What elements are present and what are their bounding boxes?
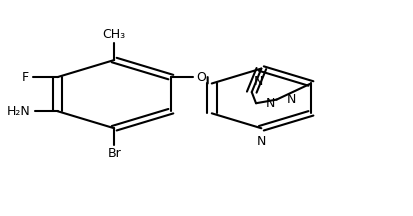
Text: O: O (196, 71, 206, 84)
Text: N: N (256, 135, 266, 148)
Text: CH₃: CH₃ (102, 28, 126, 41)
Text: N: N (266, 97, 275, 110)
Text: F: F (22, 71, 29, 84)
Text: N: N (286, 93, 295, 106)
Text: Br: Br (107, 148, 121, 160)
Text: N: N (253, 75, 263, 88)
Text: H₂N: H₂N (7, 105, 31, 118)
